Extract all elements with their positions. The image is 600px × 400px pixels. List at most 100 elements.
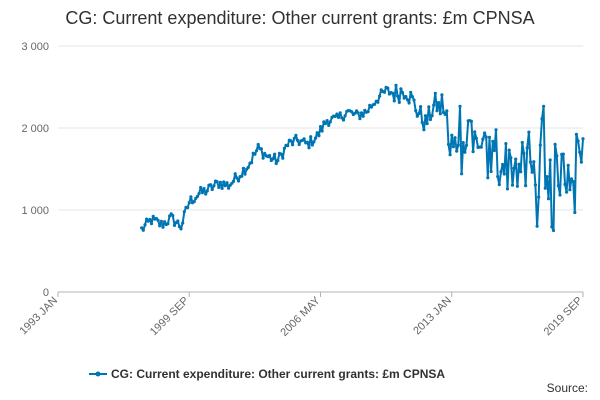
data-point[interactable] — [509, 156, 513, 160]
data-point[interactable] — [236, 179, 241, 183]
data-point[interactable] — [292, 136, 296, 140]
data-point[interactable] — [218, 180, 222, 184]
data-point[interactable] — [172, 223, 177, 227]
data-point[interactable] — [438, 112, 442, 116]
data-point[interactable] — [179, 227, 183, 231]
data-point[interactable] — [456, 143, 460, 147]
data-point[interactable] — [483, 131, 487, 135]
data-point[interactable] — [550, 225, 554, 229]
data-point[interactable] — [542, 104, 546, 108]
data-point[interactable] — [231, 179, 236, 183]
data-point[interactable] — [391, 91, 395, 95]
data-point[interactable] — [233, 172, 237, 176]
data-point[interactable] — [479, 145, 483, 149]
data-point[interactable] — [235, 176, 239, 180]
data-point[interactable] — [528, 160, 533, 164]
data-point[interactable] — [171, 214, 175, 218]
data-point[interactable] — [419, 105, 423, 109]
data-point[interactable] — [520, 140, 524, 145]
data-point[interactable] — [471, 150, 475, 154]
data-point[interactable] — [496, 175, 500, 179]
data-point[interactable] — [505, 187, 510, 191]
data-point[interactable] — [517, 162, 521, 166]
data-point[interactable] — [397, 100, 401, 104]
data-point[interactable] — [514, 157, 518, 161]
data-point[interactable] — [566, 163, 570, 167]
data-point[interactable] — [494, 128, 498, 132]
data-point[interactable] — [281, 156, 285, 160]
data-point[interactable] — [382, 90, 387, 94]
data-point[interactable] — [350, 110, 354, 114]
data-point[interactable] — [492, 148, 496, 153]
data-point[interactable] — [161, 225, 165, 229]
data-point[interactable] — [373, 102, 377, 106]
data-point[interactable] — [204, 192, 208, 196]
data-point[interactable] — [166, 222, 170, 226]
data-point[interactable] — [217, 185, 221, 189]
data-point[interactable] — [543, 186, 547, 190]
data-point[interactable] — [261, 156, 265, 160]
data-point[interactable] — [335, 112, 339, 116]
data-point[interactable] — [555, 154, 559, 158]
data-point[interactable] — [497, 183, 501, 187]
data-point[interactable] — [220, 186, 224, 190]
data-point[interactable] — [558, 193, 562, 197]
data-point[interactable] — [223, 184, 227, 188]
data-point[interactable] — [176, 219, 180, 223]
data-point[interactable] — [510, 183, 515, 187]
data-point[interactable] — [556, 184, 561, 188]
data-point[interactable] — [240, 174, 244, 178]
data-point[interactable] — [366, 110, 370, 114]
data-point[interactable] — [455, 149, 459, 153]
data-point[interactable] — [210, 187, 214, 192]
data-point[interactable] — [537, 195, 541, 199]
data-point[interactable] — [289, 139, 293, 143]
data-point[interactable] — [425, 122, 429, 126]
data-point[interactable] — [473, 130, 477, 134]
data-point[interactable] — [548, 158, 552, 162]
data-point[interactable] — [222, 180, 226, 184]
data-point[interactable] — [443, 112, 447, 116]
data-point[interactable] — [378, 94, 382, 98]
data-point[interactable] — [361, 114, 365, 118]
data-point[interactable] — [320, 129, 324, 133]
data-point[interactable] — [199, 185, 203, 190]
data-point[interactable] — [215, 180, 219, 184]
data-point[interactable] — [527, 130, 531, 134]
data-point[interactable] — [307, 146, 311, 150]
data-point[interactable] — [394, 83, 398, 87]
data-point[interactable] — [333, 114, 337, 118]
data-point[interactable] — [427, 105, 431, 109]
data-point[interactable] — [460, 172, 464, 176]
data-point[interactable] — [446, 142, 451, 146]
data-point[interactable] — [407, 101, 411, 105]
data-point[interactable] — [279, 152, 283, 156]
data-point[interactable] — [522, 151, 526, 155]
data-point[interactable] — [151, 214, 155, 218]
data-point[interactable] — [148, 217, 152, 222]
data-point[interactable] — [414, 109, 418, 113]
data-point[interactable] — [545, 175, 549, 179]
data-point[interactable] — [227, 186, 231, 190]
data-point[interactable] — [274, 161, 278, 166]
data-point[interactable] — [392, 99, 396, 103]
data-point[interactable] — [209, 183, 213, 187]
data-point[interactable] — [458, 104, 462, 108]
data-point[interactable] — [574, 132, 579, 136]
data-point[interactable] — [317, 134, 321, 138]
data-point[interactable] — [273, 152, 277, 156]
data-point[interactable] — [487, 135, 492, 139]
data-point[interactable] — [359, 111, 364, 115]
data-point[interactable] — [453, 136, 457, 140]
data-point[interactable] — [356, 111, 360, 115]
data-point[interactable] — [256, 142, 260, 147]
data-point[interactable] — [420, 120, 424, 124]
data-point[interactable] — [576, 139, 580, 143]
data-point[interactable] — [573, 210, 577, 215]
data-point[interactable] — [305, 140, 309, 144]
data-point[interactable] — [450, 133, 454, 137]
data-point[interactable] — [325, 119, 329, 123]
data-point[interactable] — [323, 122, 327, 126]
data-point[interactable] — [338, 111, 342, 115]
data-point[interactable] — [327, 123, 331, 127]
